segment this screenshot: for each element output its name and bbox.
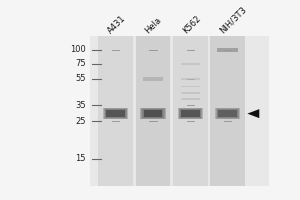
Bar: [220, 111, 236, 116]
Bar: [215, 108, 240, 119]
Bar: [107, 110, 124, 117]
Bar: [178, 108, 202, 119]
Bar: [216, 108, 239, 119]
Text: NIH/3T3: NIH/3T3: [218, 5, 249, 35]
Bar: [181, 63, 200, 65]
Bar: [181, 86, 200, 87]
Bar: [181, 110, 200, 117]
Bar: [146, 111, 160, 116]
Bar: [217, 48, 238, 52]
Bar: [105, 109, 127, 118]
Bar: [90, 36, 269, 186]
Bar: [108, 111, 124, 116]
Bar: [142, 77, 164, 81]
Bar: [220, 111, 235, 116]
Bar: [145, 111, 161, 116]
Bar: [173, 36, 208, 186]
Bar: [98, 36, 133, 186]
Bar: [180, 109, 200, 118]
Bar: [179, 109, 201, 118]
Bar: [136, 36, 170, 186]
Text: 25: 25: [75, 117, 86, 126]
Text: 75: 75: [75, 59, 86, 68]
Bar: [217, 109, 238, 118]
Bar: [143, 109, 163, 118]
Bar: [104, 108, 128, 119]
Bar: [181, 78, 200, 80]
Bar: [218, 109, 238, 118]
Bar: [141, 108, 165, 119]
Bar: [181, 110, 200, 117]
Bar: [218, 110, 237, 117]
Text: K562: K562: [181, 14, 203, 35]
Bar: [140, 108, 166, 119]
Text: 15: 15: [75, 154, 86, 163]
Bar: [181, 98, 200, 100]
Bar: [109, 111, 123, 116]
Bar: [178, 108, 203, 119]
Bar: [182, 111, 198, 116]
Text: Hela: Hela: [144, 16, 164, 35]
Text: 55: 55: [75, 74, 86, 83]
Bar: [106, 110, 125, 117]
Bar: [181, 92, 200, 94]
Text: 100: 100: [70, 45, 86, 54]
Bar: [144, 110, 162, 117]
Bar: [144, 110, 162, 117]
Bar: [218, 110, 237, 117]
Bar: [103, 108, 128, 119]
Text: A431: A431: [106, 14, 128, 35]
Polygon shape: [247, 109, 259, 118]
Bar: [142, 109, 164, 118]
Bar: [182, 110, 199, 117]
Bar: [219, 110, 236, 117]
Text: 35: 35: [75, 101, 86, 110]
Bar: [106, 110, 125, 117]
Bar: [106, 109, 126, 118]
Bar: [144, 110, 162, 117]
Bar: [183, 111, 197, 116]
Bar: [210, 36, 245, 186]
